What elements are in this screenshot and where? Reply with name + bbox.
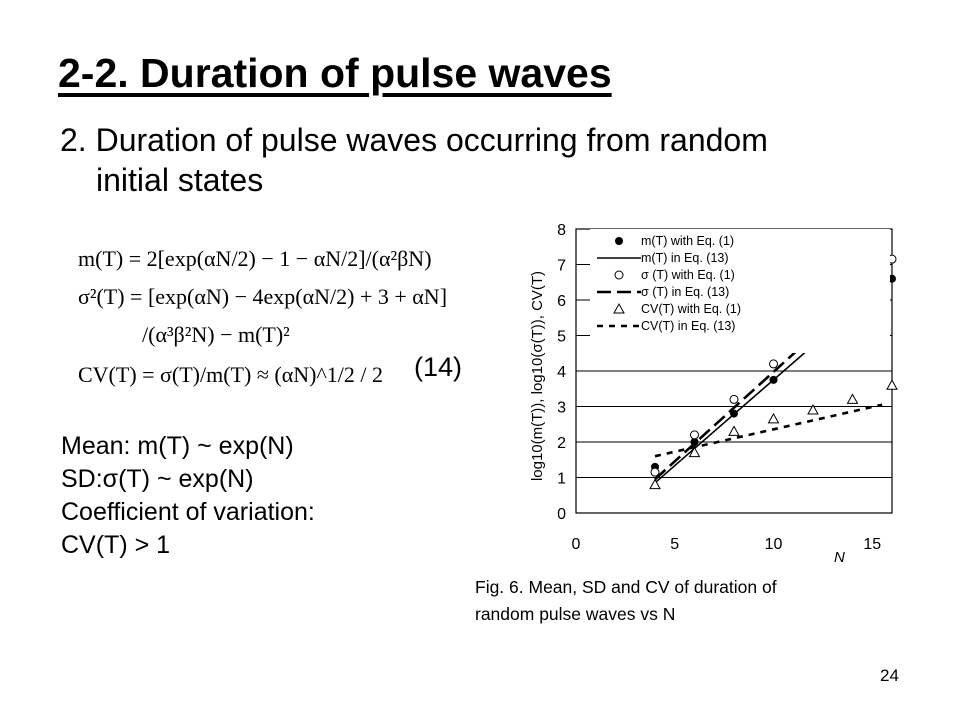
legend-marker [614, 270, 624, 280]
y-tick-label: 1 [557, 471, 566, 488]
legend-label: CV(T) in Eq. (13) [641, 319, 735, 333]
stats-mean: Mean: m(T) ~ exp(N) [61, 432, 294, 460]
x-tick-label: 10 [765, 536, 783, 553]
y-tick-label: 4 [557, 364, 566, 381]
data-point-s3 [688, 446, 701, 458]
data-point-s3 [728, 425, 740, 436]
stats-cv: CV(T) > 1 [61, 531, 171, 559]
x-axis-label: N [834, 549, 845, 562]
data-point-s3 [846, 393, 859, 404]
data-point-s1 [730, 409, 738, 418]
data-point-s3 [807, 404, 819, 415]
slide-subtitle: 2. Duration of pulse waves occurring fro… [60, 120, 920, 200]
equation-mean: m(T) = 2[exp(αN/2) − 1 − αN/2]/(α²βN) [78, 246, 432, 271]
stats-summary: Mean: m(T) ~ exp(N) SD:σ(T) ~ exp(N) Coe… [61, 430, 315, 562]
legend-marker [615, 237, 623, 245]
subtitle-line-1: 2. Duration of pulse waves occurring fro… [60, 122, 768, 158]
equation-variance-continued: /(α³β²N) − m(T)² [142, 322, 290, 347]
data-point-s1 [690, 438, 699, 446]
data-point-s3 [767, 412, 780, 424]
y-tick-label: 2 [557, 435, 566, 452]
legend-label: m(T) with Eq. (1) [641, 234, 734, 248]
data-point-s2 [729, 394, 739, 404]
legend-label: σ (T) in Eq. (13) [641, 285, 729, 299]
legend-background [590, 229, 890, 353]
legend-label: m(T) in Eq. (13) [641, 251, 729, 265]
y-tick-label: 3 [557, 400, 566, 417]
data-point-s3 [886, 379, 898, 390]
caption-line-2: random pulse waves vs N [475, 604, 676, 624]
data-point-s2 [769, 359, 778, 369]
y-tick-label: 7 [557, 258, 566, 275]
data-point-s2 [650, 467, 660, 477]
data-point-s1 [769, 375, 778, 384]
stats-cv-label: Coefficient of variation: [61, 498, 315, 526]
figure-caption: Fig. 6. Mean, SD and CV of duration of r… [475, 574, 777, 628]
slide-title: 2-2. Duration of pulse waves [58, 50, 612, 96]
subtitle-line-2: initial states [96, 162, 264, 198]
caption-line-1: Fig. 6. Mean, SD and CV of duration of [475, 577, 777, 597]
legend-marker [613, 302, 625, 314]
x-tick-label: 15 [863, 536, 881, 553]
y-tick-label: 5 [557, 329, 566, 346]
y-tick-label: 6 [557, 293, 566, 310]
legend-label: CV(T) with Eq. (1) [641, 302, 741, 316]
y-tick-label: 0 [557, 506, 566, 523]
data-point-s2 [690, 430, 699, 440]
y-tick-label: 8 [557, 222, 566, 239]
series-line-3 [654, 403, 883, 458]
equation-cv: CV(T) = σ(T)/m(T) ≈ (αN)^1/2 / 2 [78, 362, 384, 387]
legend-label: σ (T) with Eq. (1) [641, 268, 735, 282]
stats-sd: SD:σ(T) ~ exp(N) [61, 465, 254, 493]
page-number: 24 [880, 666, 899, 685]
x-tick-label: 5 [670, 536, 679, 553]
equation-variance: σ²(T) = [exp(αN) − 4exp(αN/2) + 3 + αN] [78, 284, 448, 309]
data-point-s3 [649, 478, 661, 490]
y-axis-label: log10(m(T)), log10(σ(T)), CV(T) [529, 271, 546, 481]
equation-number: (14) [414, 352, 463, 382]
x-tick-label: 0 [572, 536, 581, 553]
